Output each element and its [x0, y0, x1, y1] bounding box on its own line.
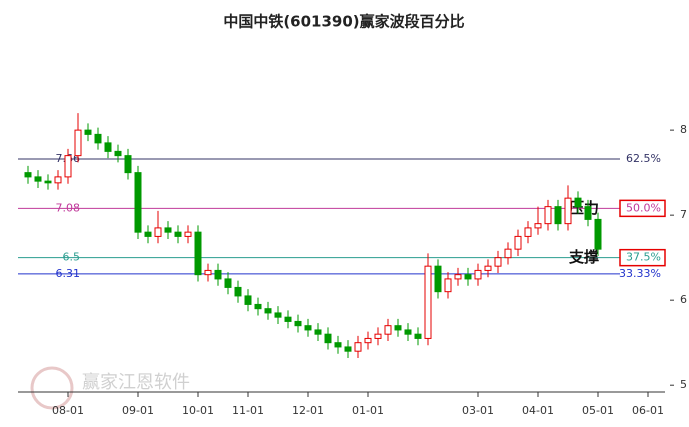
y-tick-label: 7	[680, 208, 687, 221]
x-tick-label: 03-01	[462, 404, 494, 417]
x-tick-label: 05-01	[582, 404, 614, 417]
x-tick-label: 10-01	[182, 404, 214, 417]
candle-body	[544, 206, 552, 225]
x-tick-label: 12-01	[292, 404, 324, 417]
x-tick-label: 04-01	[522, 404, 554, 417]
candle-body	[404, 329, 412, 335]
candle-body	[344, 346, 352, 352]
candle-body	[264, 308, 272, 314]
candle-body	[224, 278, 232, 288]
candle-body	[514, 235, 522, 250]
level-ratio: 62.5%	[626, 152, 661, 165]
candle-body	[524, 227, 532, 237]
level-box	[619, 248, 666, 267]
candle-body	[564, 197, 572, 225]
candle-body	[504, 248, 512, 259]
candle-body	[274, 312, 282, 318]
candle-body	[394, 325, 402, 331]
y-tick-label: 8	[680, 123, 687, 136]
chart-title: 中国中铁(601390)赢家波段百分比	[223, 13, 464, 31]
candle-body	[314, 329, 322, 335]
candle-body	[254, 303, 262, 310]
watermark: 赢家江恩软件	[82, 371, 190, 393]
candle-body	[354, 342, 362, 352]
candle-body	[34, 176, 42, 182]
candle-body	[534, 223, 542, 229]
candle-body	[384, 325, 392, 335]
x-tick-label: 06-01	[632, 404, 664, 417]
x-tick-label: 08-01	[52, 404, 84, 417]
candle-body	[184, 231, 192, 237]
candle-body	[464, 274, 472, 280]
x-tick-label: 01-01	[352, 404, 384, 417]
y-tick-label: 6	[680, 293, 687, 306]
level-value: 6.31	[56, 267, 81, 280]
candle-body	[474, 269, 482, 280]
candle-body	[94, 133, 102, 144]
candle-body	[304, 325, 312, 331]
candle-body	[54, 176, 62, 184]
candle-body	[234, 286, 242, 297]
candle-body	[444, 278, 452, 293]
candle-body	[414, 333, 422, 339]
candle-body	[484, 265, 492, 271]
candle-body	[104, 142, 112, 152]
watermark-logo	[30, 366, 74, 410]
candle-body	[574, 197, 582, 208]
candle-body	[24, 172, 32, 178]
x-tick-label: 09-01	[122, 404, 154, 417]
candle-body	[284, 316, 292, 322]
candle-body	[434, 265, 442, 293]
candle-body	[124, 155, 132, 174]
candle-body	[164, 227, 172, 233]
level-ratio: 33.33%	[619, 267, 661, 280]
candle-body	[424, 265, 432, 339]
level-value: 7.08	[56, 201, 81, 214]
candle-body	[84, 129, 92, 135]
candle-body	[554, 206, 562, 225]
candle-body	[134, 172, 142, 233]
candle-body	[154, 227, 162, 237]
candle-body	[44, 180, 52, 184]
level-annotation: 支撑	[568, 248, 599, 266]
candle-body	[214, 269, 222, 280]
candle-body	[114, 150, 122, 157]
candle-body	[144, 231, 152, 237]
candle-body	[194, 231, 202, 276]
level-ratio: 37.5%	[626, 251, 661, 264]
candle-body	[364, 337, 372, 344]
x-tick-label: 11-01	[232, 404, 264, 417]
candle-body	[324, 333, 332, 344]
candle-body	[204, 269, 212, 276]
candle-body	[584, 206, 592, 220]
candle-body	[244, 295, 252, 305]
level-ratio: 50.0%	[626, 201, 661, 214]
candle-body	[64, 155, 72, 178]
candle-body	[374, 333, 382, 339]
y-tick-label: 5	[680, 378, 687, 391]
candle-body	[174, 231, 182, 237]
candle-body	[334, 342, 342, 348]
candle-body	[594, 218, 602, 250]
candle-body	[74, 129, 82, 157]
level-annotation: 压力	[569, 199, 599, 217]
candle-body	[294, 320, 302, 327]
candle-body	[454, 274, 462, 280]
level-value: 6.5	[63, 251, 81, 264]
candle-body	[494, 257, 502, 267]
level-box	[619, 199, 666, 218]
